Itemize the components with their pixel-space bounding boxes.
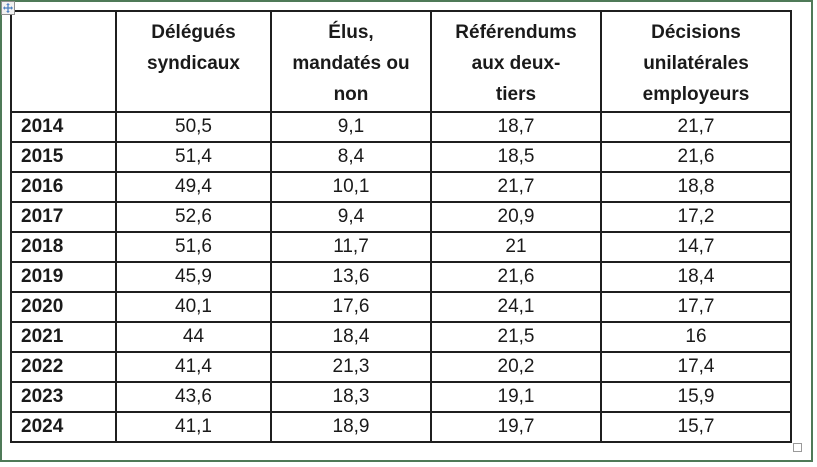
table-row: 2021 44 18,4 21,5 16 [10,321,792,353]
table-move-handle[interactable] [1,1,15,15]
data-cell[interactable]: 40,1 [115,291,272,323]
table-row: 2016 49,4 10,1 21,7 18,8 [10,171,792,203]
year-cell[interactable]: 2024 [10,411,117,443]
data-cell[interactable]: 44 [115,321,272,353]
data-cell[interactable]: 15,7 [600,411,792,443]
data-cell[interactable]: 51,6 [115,231,272,263]
data-cell[interactable]: 17,4 [600,351,792,383]
table-row: 2018 51,6 11,7 21 14,7 [10,231,792,263]
data-cell[interactable]: 52,6 [115,201,272,233]
data-cell[interactable]: 51,4 [115,141,272,173]
column-header-delegues-syndicaux[interactable]: Délégués syndicaux [115,10,272,113]
corner-cell[interactable] [10,10,117,113]
data-cell[interactable]: 21,7 [430,171,602,203]
year-cell[interactable]: 2015 [10,141,117,173]
data-cell[interactable]: 45,9 [115,261,272,293]
table-row: 2020 40,1 17,6 24,1 17,7 [10,291,792,323]
data-cell[interactable]: 18,7 [430,111,602,143]
table-row: 2014 50,5 9,1 18,7 21,7 [10,111,792,143]
year-cell[interactable]: 2017 [10,201,117,233]
year-cell[interactable]: 2022 [10,351,117,383]
column-header-referendums[interactable]: Référendums aux deux- tiers [430,10,602,113]
year-cell[interactable]: 2014 [10,111,117,143]
data-cell[interactable]: 8,4 [270,141,432,173]
table-row: 2019 45,9 13,6 21,6 18,4 [10,261,792,293]
year-cell[interactable]: 2020 [10,291,117,323]
data-cell[interactable]: 17,7 [600,291,792,323]
data-cell[interactable]: 11,7 [270,231,432,263]
table-row: 2023 43,6 18,3 19,1 15,9 [10,381,792,413]
data-cell[interactable]: 10,1 [270,171,432,203]
data-cell[interactable]: 21 [430,231,602,263]
data-cell[interactable]: 50,5 [115,111,272,143]
year-cell[interactable]: 2019 [10,261,117,293]
data-table: Délégués syndicaux Élus, mandatés ou non… [10,10,792,443]
data-cell[interactable]: 21,7 [600,111,792,143]
data-cell[interactable]: 24,1 [430,291,602,323]
data-cell[interactable]: 18,9 [270,411,432,443]
table-resize-handle[interactable] [793,443,802,452]
data-cell[interactable]: 21,6 [430,261,602,293]
data-cell[interactable]: 14,7 [600,231,792,263]
year-cell[interactable]: 2016 [10,171,117,203]
data-cell[interactable]: 18,8 [600,171,792,203]
data-cell[interactable]: 9,1 [270,111,432,143]
table-row: 2024 41,1 18,9 19,7 15,7 [10,411,792,443]
header-row: Délégués syndicaux Élus, mandatés ou non… [10,10,792,113]
data-cell[interactable]: 41,1 [115,411,272,443]
data-cell[interactable]: 16 [600,321,792,353]
data-cell[interactable]: 49,4 [115,171,272,203]
data-cell[interactable]: 18,3 [270,381,432,413]
data-cell[interactable]: 17,6 [270,291,432,323]
data-cell[interactable]: 41,4 [115,351,272,383]
data-cell[interactable]: 9,4 [270,201,432,233]
data-cell[interactable]: 21,6 [600,141,792,173]
data-cell[interactable]: 18,5 [430,141,602,173]
year-cell[interactable]: 2021 [10,321,117,353]
table-row: 2017 52,6 9,4 20,9 17,2 [10,201,792,233]
table-row: 2022 41,4 21,3 20,2 17,4 [10,351,792,383]
column-header-decisions-unilaterales[interactable]: Décisions unilatérales employeurs [600,10,792,113]
data-cell[interactable]: 18,4 [270,321,432,353]
year-cell[interactable]: 2018 [10,231,117,263]
data-cell[interactable]: 21,3 [270,351,432,383]
data-cell[interactable]: 19,1 [430,381,602,413]
data-cell[interactable]: 19,7 [430,411,602,443]
column-header-elus-mandates[interactable]: Élus, mandatés ou non [270,10,432,113]
data-cell[interactable]: 15,9 [600,381,792,413]
year-cell[interactable]: 2023 [10,381,117,413]
table-row: 2015 51,4 8,4 18,5 21,6 [10,141,792,173]
data-cell[interactable]: 21,5 [430,321,602,353]
data-cell[interactable]: 18,4 [600,261,792,293]
data-cell[interactable]: 20,9 [430,201,602,233]
move-arrows-icon [3,3,13,13]
data-cell[interactable]: 17,2 [600,201,792,233]
data-cell[interactable]: 13,6 [270,261,432,293]
data-cell[interactable]: 20,2 [430,351,602,383]
data-cell[interactable]: 43,6 [115,381,272,413]
